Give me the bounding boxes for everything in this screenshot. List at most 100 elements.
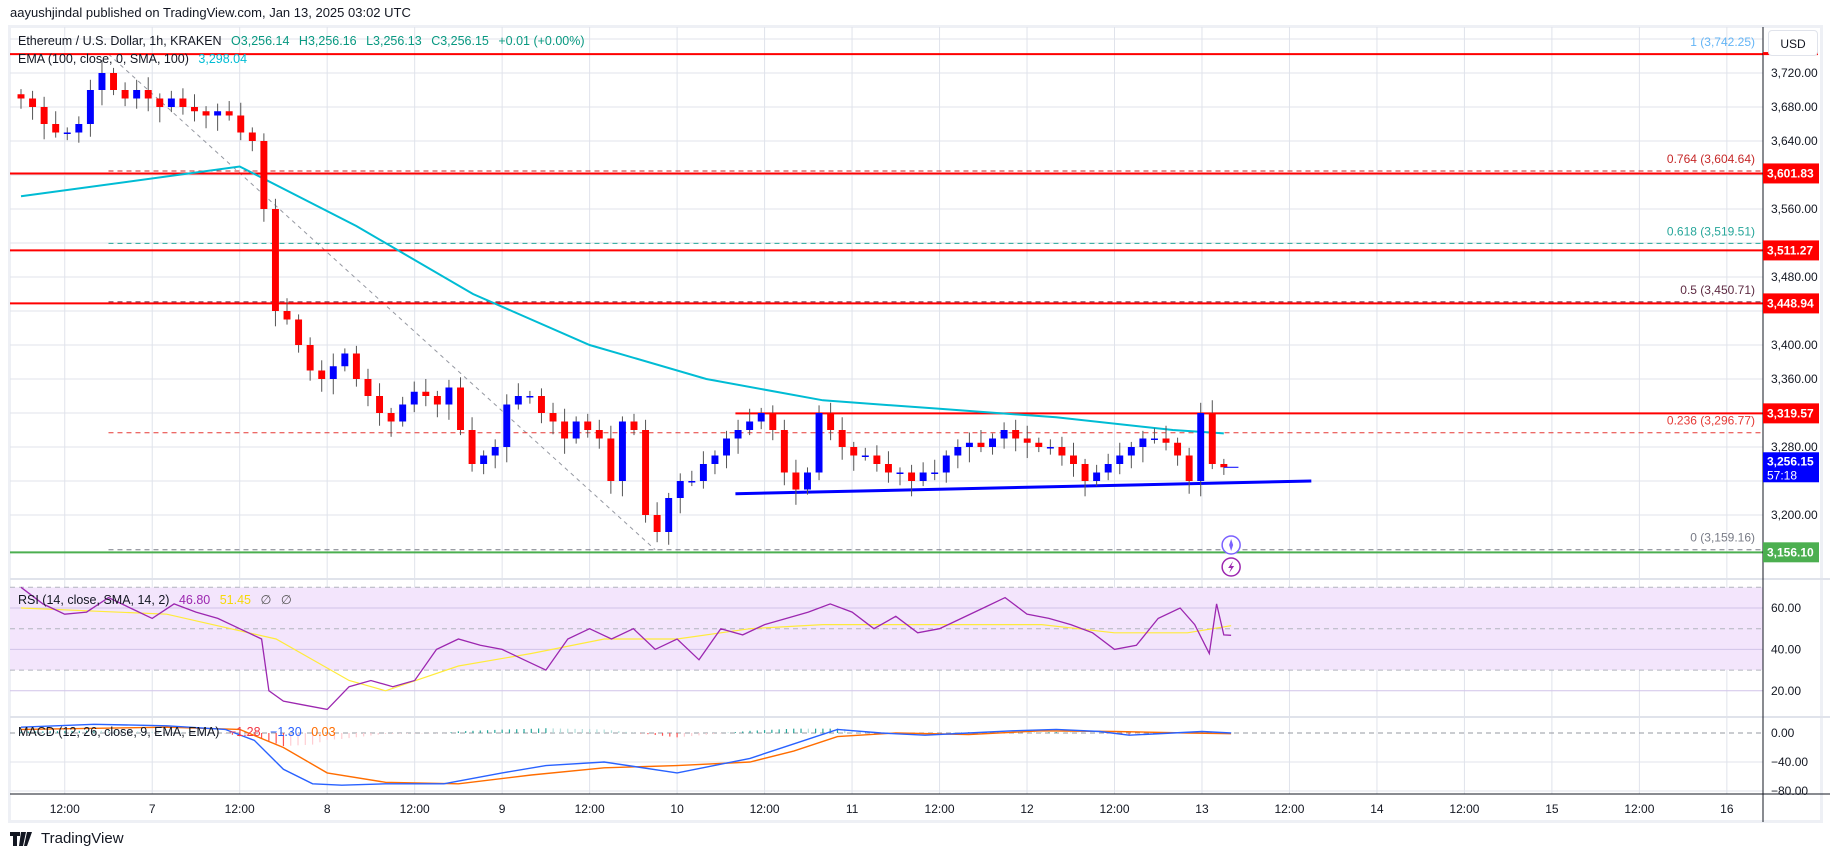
candle (341, 348, 349, 372)
candle (457, 377, 464, 436)
ohlc-change: +0.01 (+0.00%) (498, 34, 585, 48)
time-axis-label: 12:00 (925, 802, 955, 816)
candle-body (711, 455, 719, 464)
bolt-icon (1228, 561, 1235, 573)
candle (387, 407, 395, 437)
candle-body (237, 115, 245, 133)
candle (480, 450, 488, 475)
candle (52, 111, 60, 138)
candle-body (167, 98, 175, 107)
macd-signal-line (20, 726, 1232, 785)
macd-legend[interactable]: MACD (12, 26, close, 9, EMA, EMA) −1.28 … (18, 725, 342, 739)
candle-body (399, 404, 407, 422)
candle-body (260, 141, 268, 209)
candle (1139, 430, 1147, 463)
ema-value: 3,298.04 (198, 52, 248, 66)
rsi-sma-value: 51.45 (219, 593, 251, 607)
candle-body (40, 107, 48, 124)
candle (618, 416, 626, 497)
fib-level-label: 0.764 (3,604.64) (1667, 152, 1755, 166)
price-axis[interactable]: 3,720.00 3,680.00 3,640.00 3,560.00 3,480.00… (1762, 27, 1819, 822)
candle (699, 451, 707, 489)
candle (931, 459, 939, 481)
candle-body (86, 90, 94, 124)
candle-body (676, 481, 684, 498)
candle-body (1081, 464, 1089, 481)
candle-body (468, 430, 476, 464)
candle (133, 79, 141, 109)
candle (260, 133, 268, 222)
tradingview-logo[interactable]: TradingView (10, 830, 124, 847)
candle (1035, 437, 1043, 453)
rsi-legend[interactable]: RSI (14, close, SMA, 14, 2) 46.80 51.45 … (18, 592, 298, 607)
candle (561, 408, 569, 454)
candle (1174, 437, 1182, 466)
symbol-legend[interactable]: Ethereum / U.S. Dollar, 1h, KRAKEN O3,25… (18, 34, 591, 48)
candle-body (1197, 413, 1205, 481)
macd-line (20, 723, 1232, 786)
candle (804, 467, 811, 495)
candle-body (364, 379, 372, 396)
time-axis-label: 15 (1545, 802, 1559, 816)
macd-axis-label: 0.00 (1771, 726, 1795, 740)
price-badge-label: 3,511.27 (1767, 243, 1813, 257)
chart-frame (8, 25, 1823, 823)
candle-body (537, 396, 545, 413)
time-axis-label: 12:00 (575, 802, 605, 816)
candle-body (1174, 442, 1182, 456)
price-badge (1763, 293, 1819, 314)
ai-insight-icon[interactable] (1221, 535, 1241, 555)
candle (1000, 422, 1008, 449)
candle-body (653, 515, 661, 532)
ema-legend[interactable]: EMA (100, close, 0, SMA, 100) 3,298.04 (18, 52, 253, 66)
candle-body (977, 442, 985, 447)
candle-body (1127, 447, 1135, 456)
candle-body (734, 430, 742, 439)
price-axis-label: 3,680.00 (1771, 100, 1818, 114)
candle (445, 379, 453, 420)
candle-body (514, 396, 522, 405)
current-price-badge (1763, 452, 1819, 483)
drawings-layer[interactable]: 1 (3,742.25) 0.764 (3,604.64) 0.618 (3,519… (10, 35, 1763, 554)
candle-body (98, 73, 106, 90)
candle (191, 94, 198, 122)
candle (306, 337, 314, 381)
candle-body (1070, 455, 1077, 464)
candle (942, 450, 950, 483)
candle-body (630, 421, 638, 430)
trendline[interactable] (735, 479, 1312, 496)
candle-body (75, 124, 83, 133)
candle (815, 405, 823, 481)
candle (838, 417, 846, 460)
candle-body (699, 464, 707, 481)
ohlc-open: O3,256.14 (231, 34, 290, 48)
candle (1023, 425, 1031, 459)
candle-body (792, 472, 800, 490)
candle-body (1208, 413, 1216, 464)
candle (1150, 428, 1158, 444)
price-badge (1763, 542, 1819, 563)
candle-body (595, 430, 603, 439)
candle (884, 451, 892, 483)
candle-body (561, 421, 569, 439)
rsi-line (20, 586, 1232, 711)
candle-body (850, 447, 858, 456)
candle-body (1220, 464, 1228, 468)
time-axis[interactable]: 12:00 7 12:00 8 12:00 9 12:00 10 12:00 11 12:00 12 1… (10, 793, 1830, 816)
rsi-label: RSI (14, close, SMA, 14, 2) (18, 593, 170, 607)
candle (1162, 425, 1170, 451)
candle-body (225, 111, 233, 116)
sparkle-icon (1229, 539, 1234, 551)
candle-body (422, 391, 430, 396)
fib-level-label: 0.618 (3,519.51) (1667, 224, 1755, 238)
candle (98, 60, 106, 106)
candle (248, 127, 256, 152)
candle-body (352, 353, 360, 379)
lightning-icon[interactable] (1221, 557, 1241, 577)
candle (29, 90, 37, 120)
candle (318, 360, 326, 392)
currency-button[interactable]: USD (1768, 30, 1818, 56)
candle (665, 492, 673, 545)
price-badge-label: 3,448.94 (1767, 296, 1814, 310)
